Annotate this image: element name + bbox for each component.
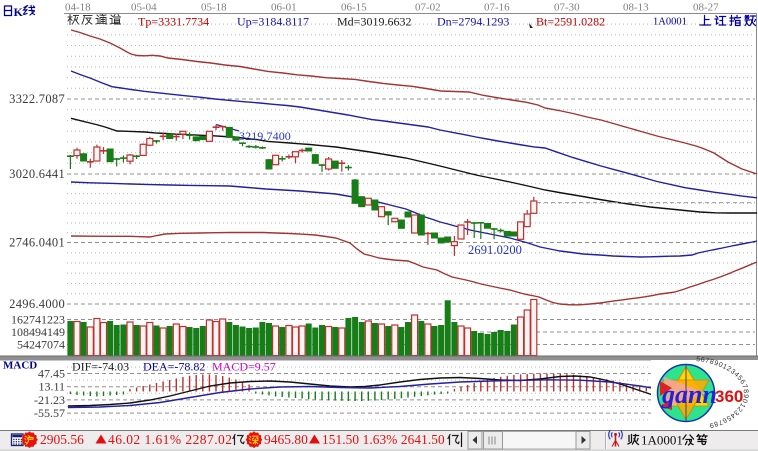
- svg-text:05-04: 05-04: [131, 2, 157, 14]
- svg-text:-55.57: -55.57: [34, 406, 65, 420]
- svg-text:Dn=2794.1293: Dn=2794.1293: [437, 15, 509, 29]
- svg-text:07-30: 07-30: [554, 2, 580, 14]
- svg-text:07-16: 07-16: [484, 2, 510, 14]
- svg-text:162741223: 162741223: [11, 313, 65, 327]
- svg-text:3020.6441: 3020.6441: [9, 167, 65, 181]
- svg-text:Up=3184.8117: Up=3184.8117: [237, 15, 309, 29]
- svg-text:108494149: 108494149: [11, 325, 65, 339]
- svg-text:08-27: 08-27: [693, 2, 719, 14]
- svg-text:2746.0401: 2746.0401: [9, 236, 65, 250]
- svg-text:13.11: 13.11: [38, 380, 65, 394]
- svg-text:MACD: MACD: [3, 360, 37, 372]
- svg-text:07-02: 07-02: [415, 2, 441, 14]
- svg-text:54247074: 54247074: [17, 338, 65, 352]
- svg-text:2691.0200: 2691.0200: [468, 243, 522, 257]
- svg-text:151.50 1.63% 2641.50: 151.50 1.63% 2641.50: [322, 432, 445, 447]
- svg-text:Bt=2591.0282: Bt=2591.0282: [536, 15, 605, 29]
- svg-text:04-18: 04-18: [65, 2, 91, 14]
- svg-text:1A0001: 1A0001: [653, 17, 687, 28]
- svg-text:-21.23: -21.23: [34, 393, 65, 407]
- svg-text:2905.56: 2905.56: [40, 432, 84, 447]
- svg-text:360: 360: [715, 387, 743, 406]
- svg-text:08-13: 08-13: [623, 2, 649, 14]
- svg-text:1A0001: 1A0001: [641, 433, 683, 448]
- svg-text:DIF=-74.03: DIF=-74.03: [72, 360, 129, 374]
- svg-text:MACD=9.57: MACD=9.57: [212, 360, 276, 374]
- svg-text:46.02 1.61% 2287.02: 46.02 1.61% 2287.02: [108, 432, 232, 447]
- svg-text:gann: gann: [661, 380, 717, 409]
- svg-text:47.45: 47.45: [38, 367, 65, 381]
- svg-text:Md=3019.6632: Md=3019.6632: [337, 15, 411, 29]
- svg-text:9465.80: 9465.80: [264, 432, 308, 447]
- svg-text:06-01: 06-01: [271, 2, 297, 14]
- svg-text:05-18: 05-18: [201, 2, 227, 14]
- svg-text:3322.7087: 3322.7087: [9, 92, 65, 106]
- svg-text:DEA=-78.82: DEA=-78.82: [143, 360, 205, 374]
- svg-text:K: K: [14, 5, 24, 19]
- svg-text:Tp=3331.7734: Tp=3331.7734: [138, 15, 209, 29]
- svg-text:2496.4000: 2496.4000: [9, 297, 65, 311]
- svg-text:3219.7400: 3219.7400: [239, 129, 291, 143]
- svg-text:06-15: 06-15: [341, 2, 367, 14]
